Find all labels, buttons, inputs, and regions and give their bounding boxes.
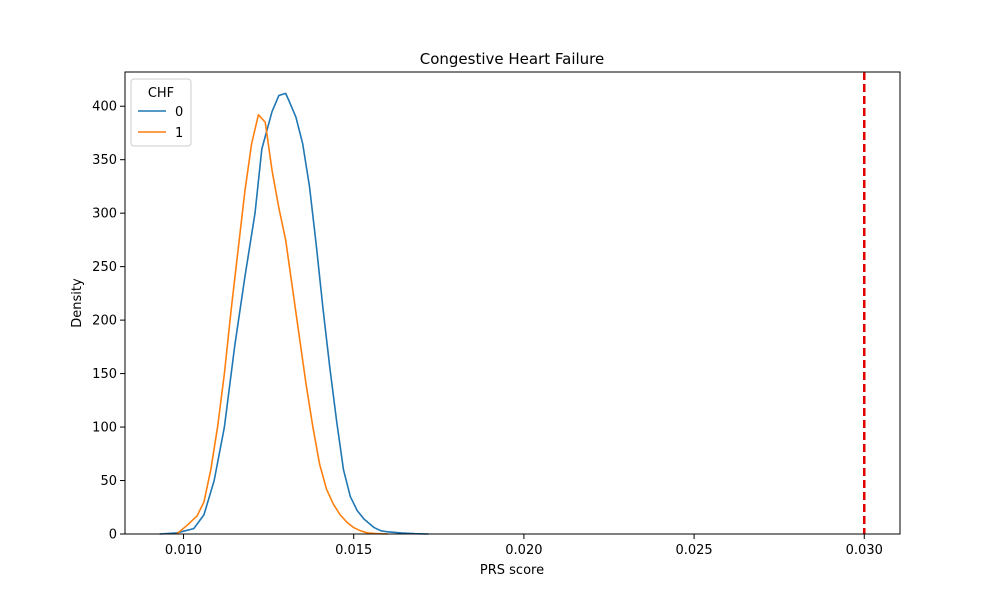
x-axis-title: PRS score [480,563,544,578]
y-tick-label-4: 200 [92,314,117,329]
y-tick-label-1: 50 [100,474,117,489]
legend[interactable]: CHF 0 1 [130,78,192,147]
chart-title: Congestive Heart Failure [420,50,605,68]
x-tick-label-0: 0.010 [165,543,202,558]
y-tick-label-3: 150 [92,367,117,382]
plot-area: 0.010 0.015 0.020 0.025 0.030 0 50 100 150 200 250… [92,71,901,558]
x-tick-label-3: 0.025 [675,543,712,558]
legend-label-0: 0 [175,105,183,120]
legend-frame [130,78,192,147]
legend-label-1: 1 [175,126,183,141]
x-tick-label-2: 0.020 [505,543,542,558]
y-tick-label-5: 250 [92,260,117,275]
axes-frame [124,71,901,535]
y-tick-label-0: 0 [109,528,117,543]
x-tick-label-1: 0.015 [335,543,372,558]
y-tick-label-2: 100 [92,421,117,436]
series-line-0 [159,92,429,535]
y-axis-title: Density [70,278,85,328]
y-tick-label-7: 350 [92,153,117,168]
series-line-1 [176,113,388,535]
legend-title: CHF [148,86,174,101]
y-tick-label-8: 400 [92,100,117,115]
y-tick-label-6: 300 [92,207,117,222]
x-tick-label-4: 0.030 [846,543,883,558]
